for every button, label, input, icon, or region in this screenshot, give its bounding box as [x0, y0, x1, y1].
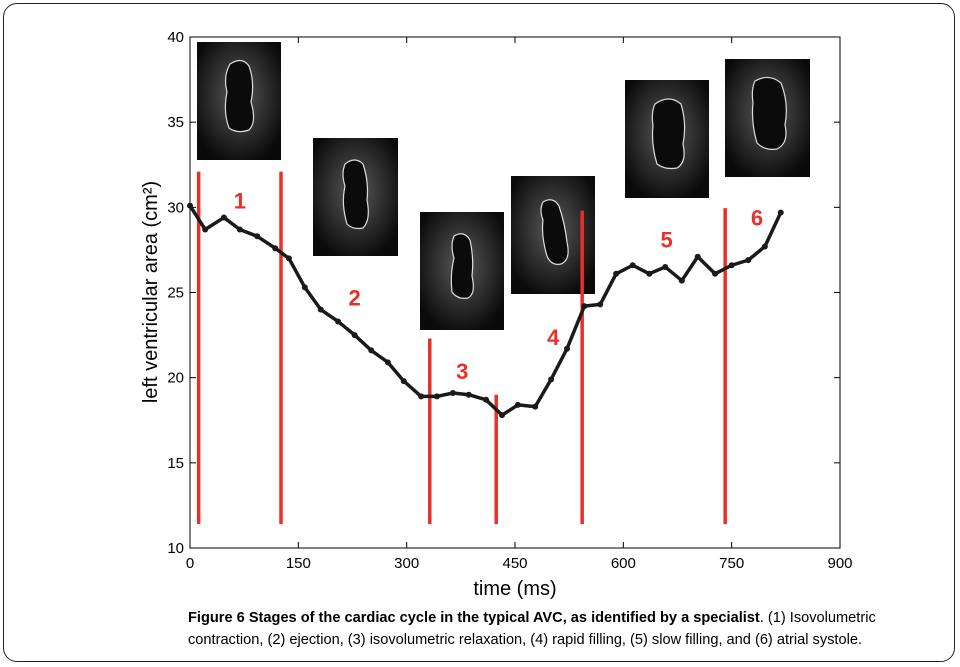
- x-tick-label: 150: [286, 555, 311, 572]
- data-point: [745, 257, 752, 264]
- data-point: [351, 332, 358, 339]
- data-point: [187, 202, 193, 209]
- stage-label: 4: [547, 325, 560, 350]
- stage-label: 5: [661, 228, 673, 253]
- stage-label: 6: [751, 206, 763, 231]
- data-point: [449, 389, 456, 396]
- x-tick-label: 450: [502, 555, 527, 572]
- echo-image: [725, 59, 810, 177]
- y-tick-label: 15: [167, 455, 184, 472]
- y-tick-label: 40: [167, 29, 184, 46]
- echo-image: [197, 42, 281, 160]
- data-point: [694, 253, 701, 260]
- x-tick-label: 900: [827, 555, 852, 572]
- stage-label: 1: [234, 189, 246, 214]
- figure-frame: [3, 3, 955, 662]
- data-point: [368, 347, 375, 354]
- caption: Figure 6 Stages of the cardiac cycle in …: [188, 607, 948, 651]
- data-point: [678, 277, 685, 284]
- data-point: [301, 284, 308, 291]
- data-point: [384, 359, 391, 366]
- echo-image: [625, 80, 709, 198]
- data-point: [400, 378, 407, 385]
- data-point: [202, 226, 209, 233]
- data-point: [728, 262, 735, 269]
- data-point: [777, 209, 784, 216]
- data-point: [285, 255, 292, 262]
- data-point: [483, 396, 490, 403]
- data-point: [236, 226, 243, 233]
- data-point: [254, 233, 261, 240]
- data-point: [564, 345, 570, 352]
- caption-text: . (1) Isovolumetric contraction, (2) eje…: [188, 610, 876, 648]
- data-point: [548, 376, 555, 383]
- echo-image: [313, 138, 398, 256]
- data-point: [532, 403, 539, 410]
- stage-label: 2: [349, 286, 361, 311]
- data-point: [761, 243, 768, 250]
- data-point: [646, 270, 653, 277]
- data-point: [418, 393, 425, 400]
- y-axis-label: left ventricular area (cm²): [140, 181, 162, 403]
- x-tick-label: 300: [394, 555, 419, 572]
- data-point: [581, 303, 588, 310]
- x-axis-label: time (ms): [473, 578, 556, 600]
- y-tick-label: 10: [167, 540, 184, 557]
- stage-label: 3: [456, 359, 468, 384]
- echo-images: [197, 42, 810, 330]
- data-point: [499, 412, 505, 419]
- caption-title: Figure 6 Stages of the cardiac cycle in …: [188, 610, 760, 626]
- data-point: [662, 263, 669, 270]
- y-tick-label: 30: [167, 199, 184, 216]
- y-tick-label: 35: [167, 114, 184, 131]
- data-point: [597, 301, 604, 308]
- data-point: [317, 306, 324, 313]
- data-point: [514, 401, 521, 408]
- y-tick-label: 20: [167, 370, 184, 387]
- data-point: [335, 318, 342, 325]
- data-point: [613, 270, 620, 277]
- x-tick-label: 750: [719, 555, 744, 572]
- x-tick-label: 600: [611, 555, 636, 572]
- data-point: [712, 270, 719, 277]
- data-point: [220, 214, 227, 221]
- data-point: [629, 262, 636, 269]
- data-point: [465, 391, 472, 398]
- x-tick-label: 0: [186, 555, 194, 572]
- y-tick-label: 25: [167, 285, 184, 302]
- echo-image: [420, 212, 504, 330]
- data-point: [272, 245, 279, 252]
- data-point: [434, 393, 440, 400]
